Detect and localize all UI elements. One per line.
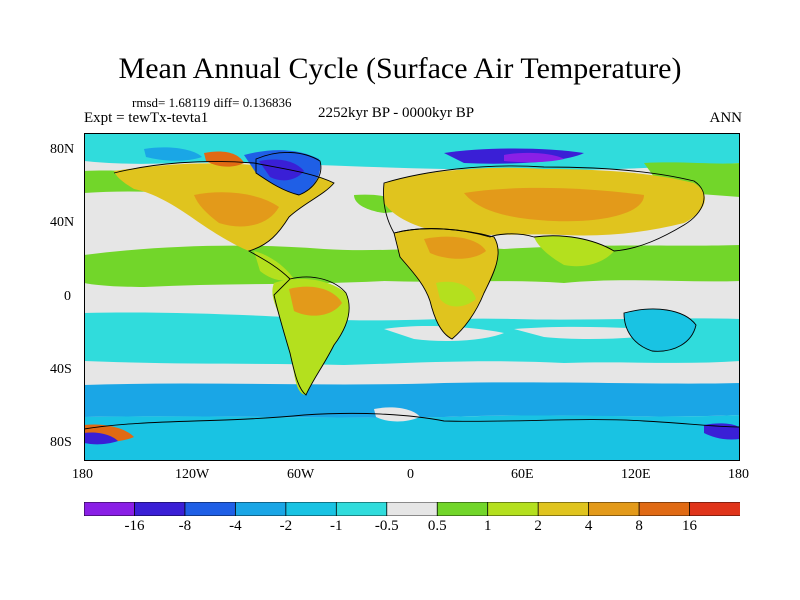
lon-label-0: 0 (407, 467, 414, 482)
color-bar-swatch (134, 502, 186, 516)
color-bar-label: -4 (229, 518, 242, 534)
lat-label-40n: 40N (50, 215, 75, 230)
color-bar-label: 0.5 (427, 518, 447, 534)
southern-ocean-blue (84, 382, 740, 418)
temperature-anomaly-map (84, 133, 740, 461)
color-bar-swatch (537, 502, 590, 516)
antarctic-cyan (84, 415, 740, 461)
lon-label-60w: 60W (287, 467, 315, 482)
color-bar-label: 2 (534, 518, 542, 534)
coast-australia (623, 308, 697, 352)
lat-label-80s: 80S (50, 435, 72, 450)
color-bar-swatch (638, 502, 691, 516)
amazon-warming (289, 286, 342, 316)
coast-south-america (273, 276, 350, 396)
southeast-asia (614, 251, 684, 278)
color-bar-swatch (234, 502, 287, 516)
color-bar-swatch (689, 502, 740, 516)
color-bar-swatch (184, 502, 237, 516)
color-bar-label: 4 (584, 518, 593, 534)
east-africa (436, 281, 476, 307)
figure-title: Mean Annual Cycle (Surface Air Temperatu… (118, 52, 682, 85)
lat-label-80n: 80N (50, 142, 75, 157)
lon-label-60e: 60E (511, 467, 534, 482)
ross-sea-cooling (84, 432, 118, 445)
lat-label-equator: 0 (64, 289, 71, 304)
arctic-band (84, 133, 740, 171)
color-bar-swatch (436, 502, 489, 516)
color-bar-label: -1 (330, 518, 343, 534)
color-bar-swatch (386, 502, 439, 516)
color-bar-label: -8 (178, 518, 192, 534)
period-label: 2252kyr BP - 0000kyr BP (318, 105, 475, 121)
color-bar-swatch (588, 502, 640, 516)
experiment-label: Expt = tewTx-tevta1 (84, 110, 209, 126)
south-asia (534, 235, 614, 267)
australia (624, 309, 696, 352)
coast-antarctica (84, 412, 740, 430)
lon-label-120w: 120W (175, 467, 210, 482)
southern-cyan-band (84, 312, 740, 365)
color-bar-swatch (487, 502, 540, 516)
color-bar-label: 1 (483, 518, 492, 534)
lon-label-180w: 180 (72, 467, 93, 482)
central-asia-strong-warming (464, 187, 644, 222)
color-bar-label: 8 (635, 518, 643, 534)
south-atlantic-neutral (384, 326, 504, 341)
alaska-cooling (144, 147, 202, 161)
color-bar-label: -2 (279, 518, 293, 534)
lon-label-180e: 180 (728, 467, 749, 482)
color-bar-label: -16 (124, 518, 145, 534)
north-america-strong-warming (194, 192, 279, 227)
canadian-arctic-warming (204, 151, 244, 167)
lon-label-120e: 120E (621, 467, 651, 482)
color-bar-label: -0.5 (374, 518, 399, 534)
rmsd-diff-stats: rmsd= 1.68119 diff= 0.136836 (132, 95, 292, 110)
coastlines (84, 151, 740, 430)
weddell-neutral (374, 407, 420, 422)
map-frame (84, 133, 740, 461)
color-bar-swatch (285, 502, 338, 516)
siberia-strong-cooling (504, 152, 564, 163)
coast-north-america (113, 161, 335, 280)
color-bar-swatch (335, 502, 388, 516)
color-bar-swatch (84, 502, 136, 516)
season-label: ANN (709, 110, 743, 126)
lat-label-40s: 40S (50, 362, 72, 377)
color-bar (84, 502, 740, 516)
coast-africa (393, 228, 499, 340)
antarctic-east-cooling (704, 423, 740, 440)
color-bar-label: 16 (682, 518, 698, 534)
greenland-strong-cooling (259, 159, 304, 181)
coast-greenland (255, 151, 322, 196)
sahara-strong-warming (424, 236, 486, 259)
